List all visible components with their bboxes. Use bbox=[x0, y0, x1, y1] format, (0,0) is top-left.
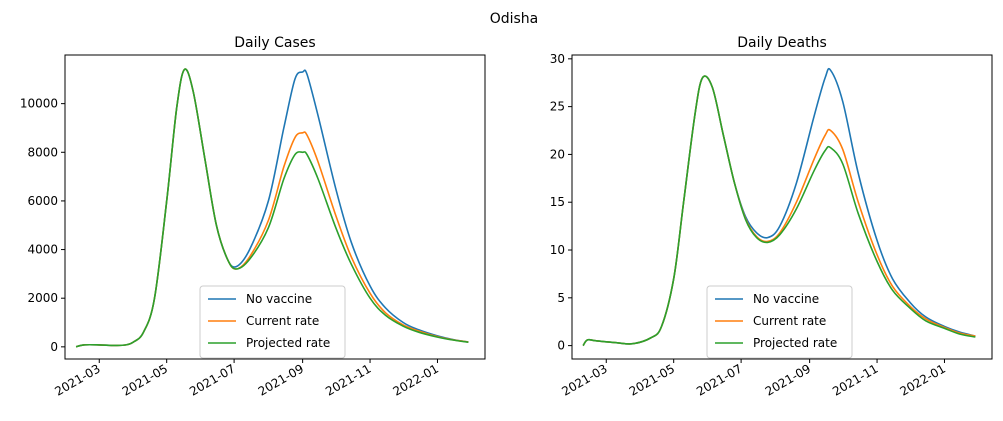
y-tick-label: 2000 bbox=[27, 291, 58, 305]
legend: No vaccine Current rate Projected rate bbox=[199, 285, 346, 359]
x-tick-label: 2021-03 bbox=[559, 361, 609, 398]
x-tick-label: 2021-07 bbox=[694, 361, 744, 398]
legend-label: Current rate bbox=[246, 314, 319, 328]
legend-label: Current rate bbox=[753, 314, 826, 328]
y-tick-label: 10 bbox=[550, 243, 565, 257]
y-tick-label: 8000 bbox=[27, 145, 58, 159]
chart-title: Daily Deaths bbox=[737, 35, 827, 51]
legend-box bbox=[199, 285, 346, 359]
y-tick-label: 4000 bbox=[27, 243, 58, 257]
plot-frame bbox=[64, 54, 486, 360]
legend-box bbox=[706, 285, 853, 359]
y-tick-label: 5 bbox=[557, 291, 565, 305]
x-tick-label: 2021-05 bbox=[120, 361, 170, 398]
x-tick-label: 2022-01 bbox=[391, 361, 441, 398]
legend-label: Projected rate bbox=[753, 336, 837, 350]
x-tick-label: 2021-05 bbox=[627, 361, 677, 398]
y-tick-label: 25 bbox=[550, 100, 565, 114]
chart-daily-cases: Daily Cases No vaccine Current rate Projec… bbox=[20, 35, 486, 399]
chart-daily-deaths: Daily Deaths No vaccine Current rate Proje… bbox=[550, 35, 993, 399]
y-tick-label: 20 bbox=[550, 147, 565, 161]
y-tick-label: 15 bbox=[550, 195, 565, 209]
x-tick-label: 2021-09 bbox=[763, 361, 813, 398]
x-tick-label: 2021-03 bbox=[52, 361, 102, 398]
x-tick-label: 2022-01 bbox=[898, 361, 948, 398]
legend-label: No vaccine bbox=[753, 292, 819, 306]
x-tick-label: 2021-07 bbox=[187, 361, 237, 398]
y-tick-label: 30 bbox=[550, 52, 565, 66]
series-line-projected-rate bbox=[75, 68, 469, 348]
legend-label: Projected rate bbox=[246, 336, 330, 350]
legend: No vaccine Current rate Projected rate bbox=[706, 285, 853, 359]
chart-title: Daily Cases bbox=[234, 35, 315, 51]
figure-title: Odisha bbox=[490, 11, 539, 27]
legend-label: No vaccine bbox=[246, 292, 312, 306]
y-tick-label: 0 bbox=[557, 339, 565, 353]
y-tick-label: 0 bbox=[50, 340, 58, 354]
y-tick-label: 10000 bbox=[20, 97, 58, 111]
y-tick-label: 6000 bbox=[27, 194, 58, 208]
x-tick-label: 2021-09 bbox=[256, 361, 306, 398]
x-tick-label: 2021-11 bbox=[323, 361, 373, 398]
x-tick-label: 2021-11 bbox=[830, 361, 880, 398]
series-line-projected-rate bbox=[582, 75, 976, 347]
plot-frame bbox=[571, 54, 993, 360]
